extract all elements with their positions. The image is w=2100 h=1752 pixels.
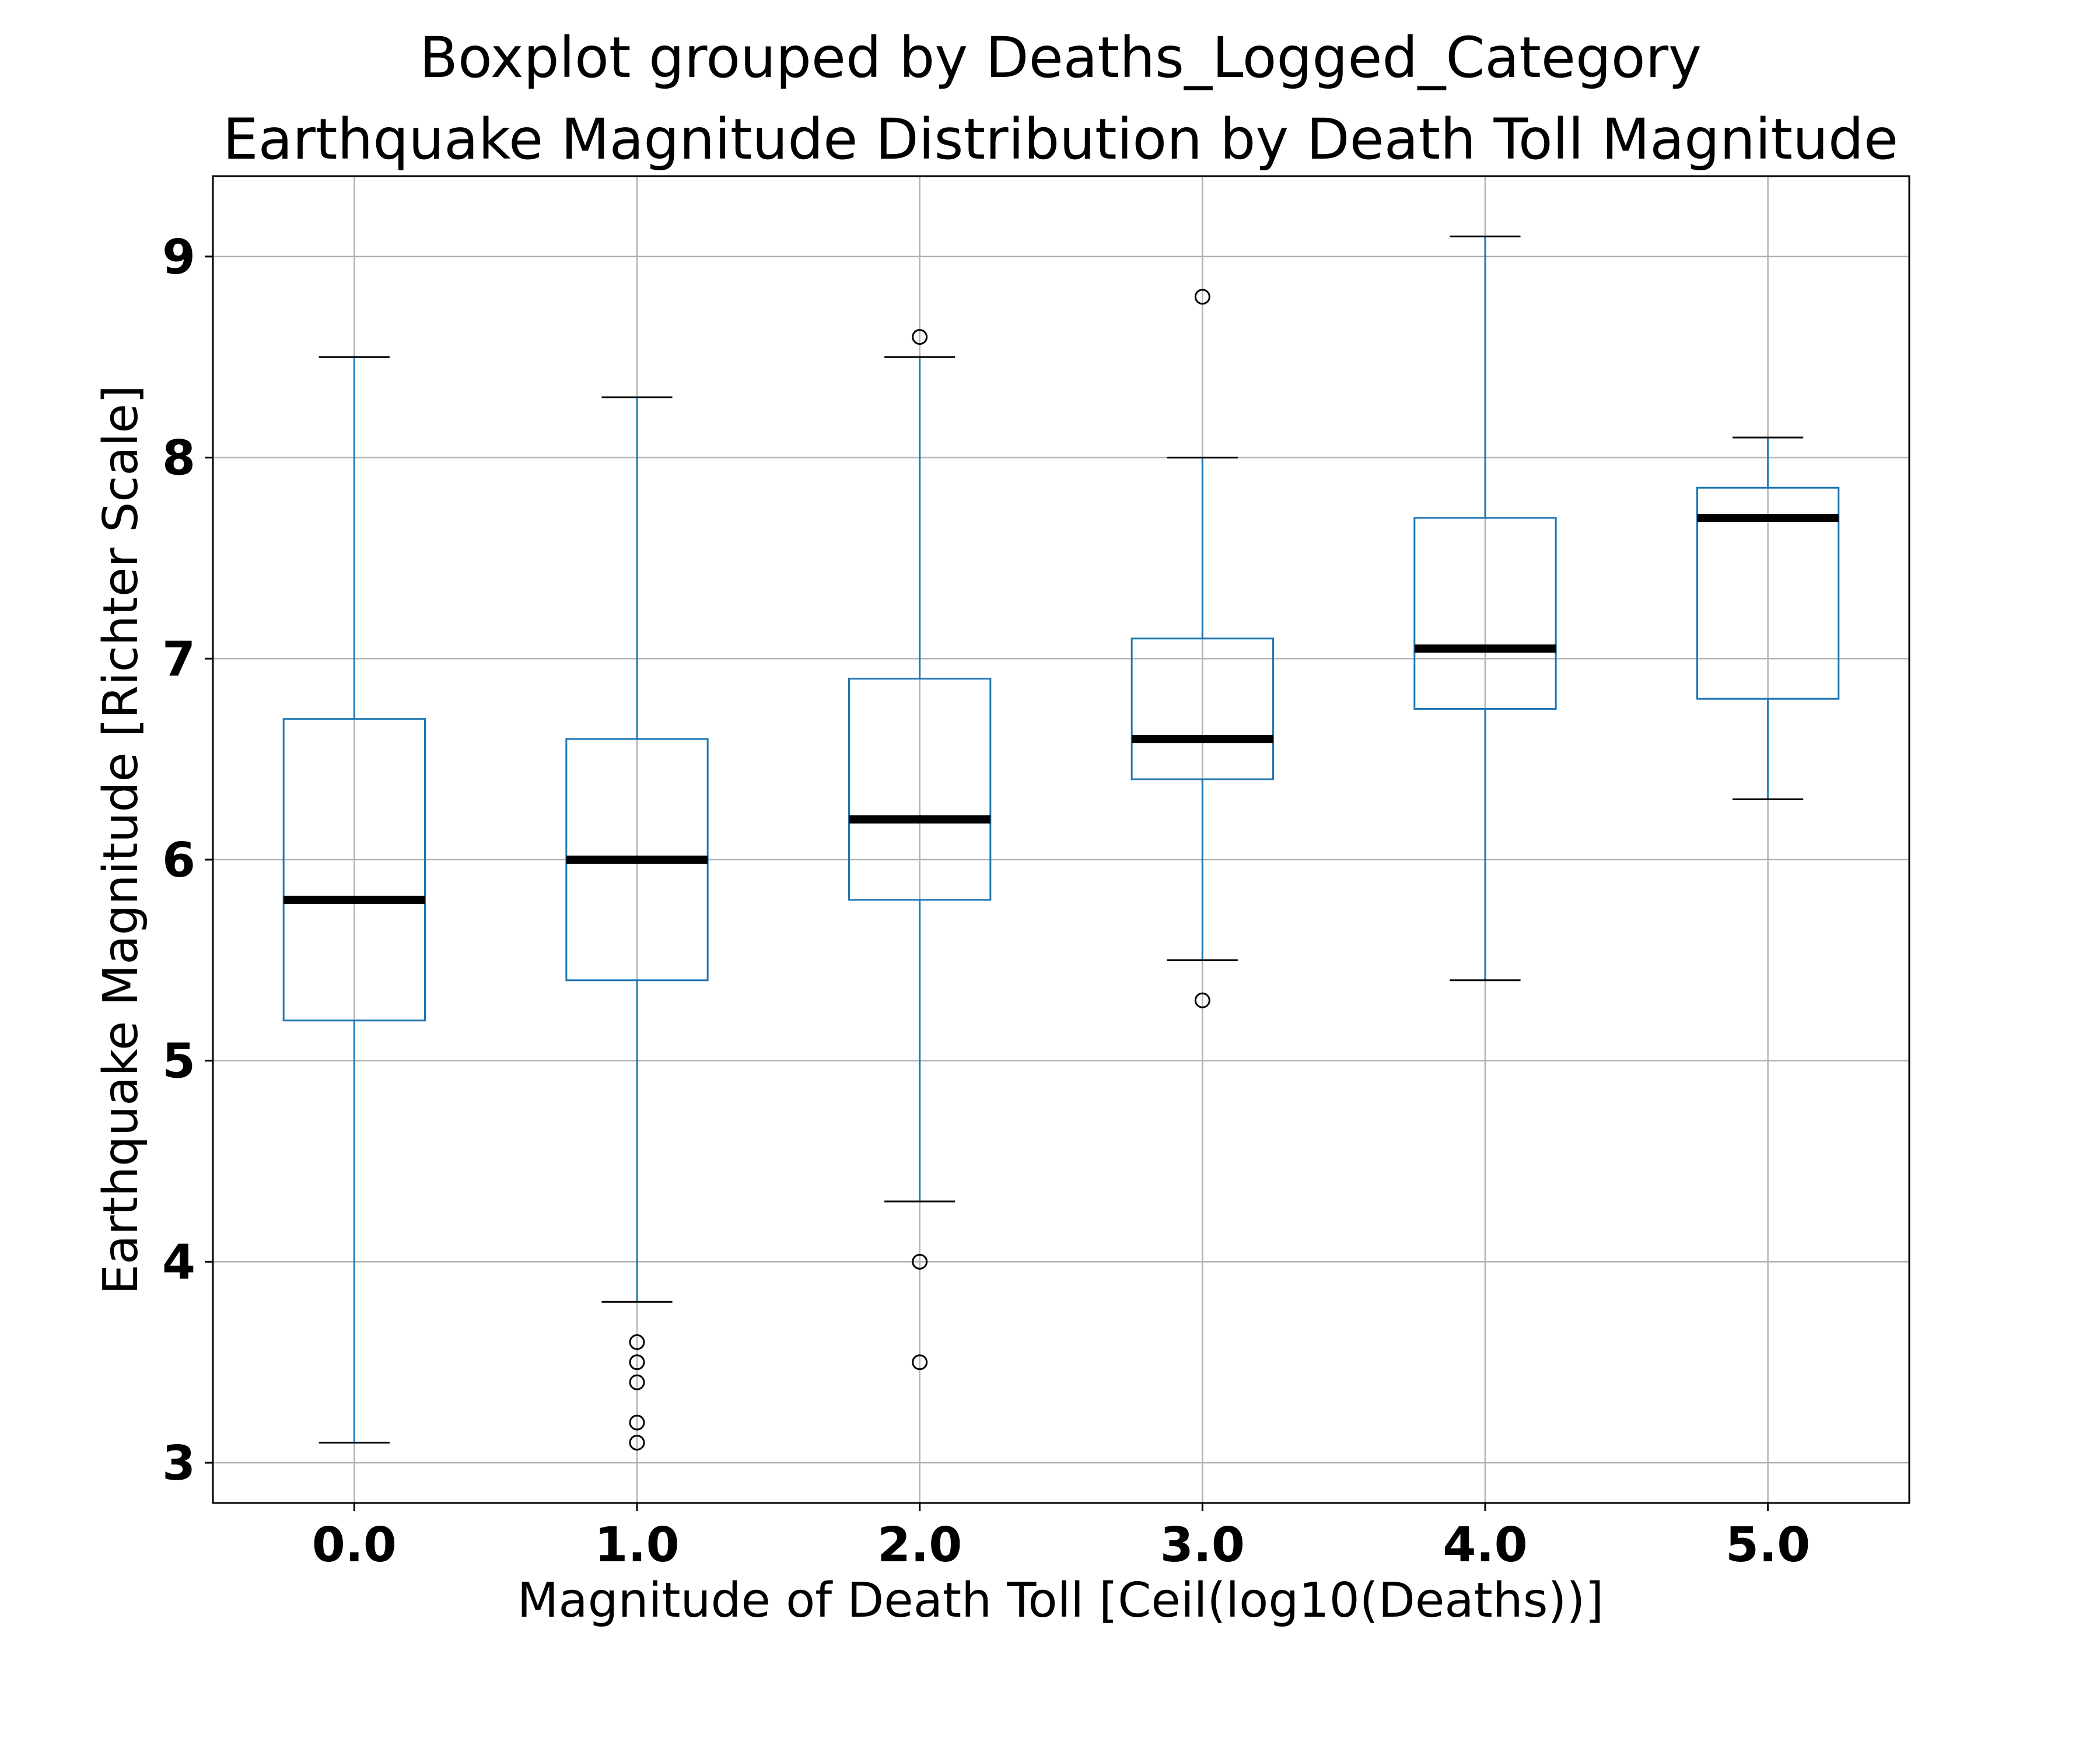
iqr-box bbox=[282, 718, 426, 1022]
x-tick-label: 3.0 bbox=[1160, 1518, 1245, 1573]
tick-layer: 3 4 5 6 7 8 9 0.0 1.0 2.0 3.0 4.0 5.0 bbox=[162, 230, 1810, 1573]
outlier-point bbox=[629, 1435, 645, 1451]
y-axis-label: Earthquake Magnitude [Richter Scale] bbox=[93, 385, 149, 1295]
x-tick-label: 2.0 bbox=[877, 1518, 962, 1573]
y-tick-label: 8 bbox=[162, 431, 195, 486]
iqr-box bbox=[1130, 637, 1274, 780]
x-axis-label: Magnitude of Death Toll [Ceil(log10(Deat… bbox=[517, 1573, 1604, 1628]
outlier-point bbox=[912, 1354, 928, 1371]
x-tick-label: 0.0 bbox=[312, 1518, 397, 1573]
outlier-point bbox=[629, 1334, 645, 1350]
chart-title: Boxplot grouped by Deaths_Logged_Categor… bbox=[419, 25, 1702, 90]
y-tick-label: 6 bbox=[162, 833, 195, 888]
outlier-point bbox=[629, 1354, 645, 1371]
outlier-point bbox=[1194, 992, 1210, 1008]
box-layer bbox=[282, 235, 1840, 1451]
outlier-point bbox=[629, 1414, 645, 1431]
iqr-box bbox=[1696, 486, 1840, 700]
x-tick-label: 4.0 bbox=[1443, 1518, 1527, 1573]
x-tick-label: 5.0 bbox=[1726, 1518, 1810, 1573]
outlier-point bbox=[1194, 289, 1210, 305]
x-tick-label: 1.0 bbox=[594, 1518, 679, 1573]
y-tick-label: 4 bbox=[162, 1235, 195, 1290]
outlier-point bbox=[912, 329, 928, 345]
plot-frame bbox=[212, 175, 1910, 1504]
y-tick-label: 3 bbox=[162, 1436, 195, 1491]
chart-subtitle: Earthquake Magnitude Distribution by Dea… bbox=[223, 107, 1898, 172]
outlier-point bbox=[912, 1253, 928, 1270]
iqr-box bbox=[1413, 517, 1557, 710]
y-tick-label: 5 bbox=[162, 1034, 195, 1089]
y-tick-label: 9 bbox=[162, 230, 195, 285]
outlier-point bbox=[629, 1374, 645, 1390]
y-tick-label: 7 bbox=[162, 632, 195, 687]
iqr-box bbox=[848, 678, 992, 901]
